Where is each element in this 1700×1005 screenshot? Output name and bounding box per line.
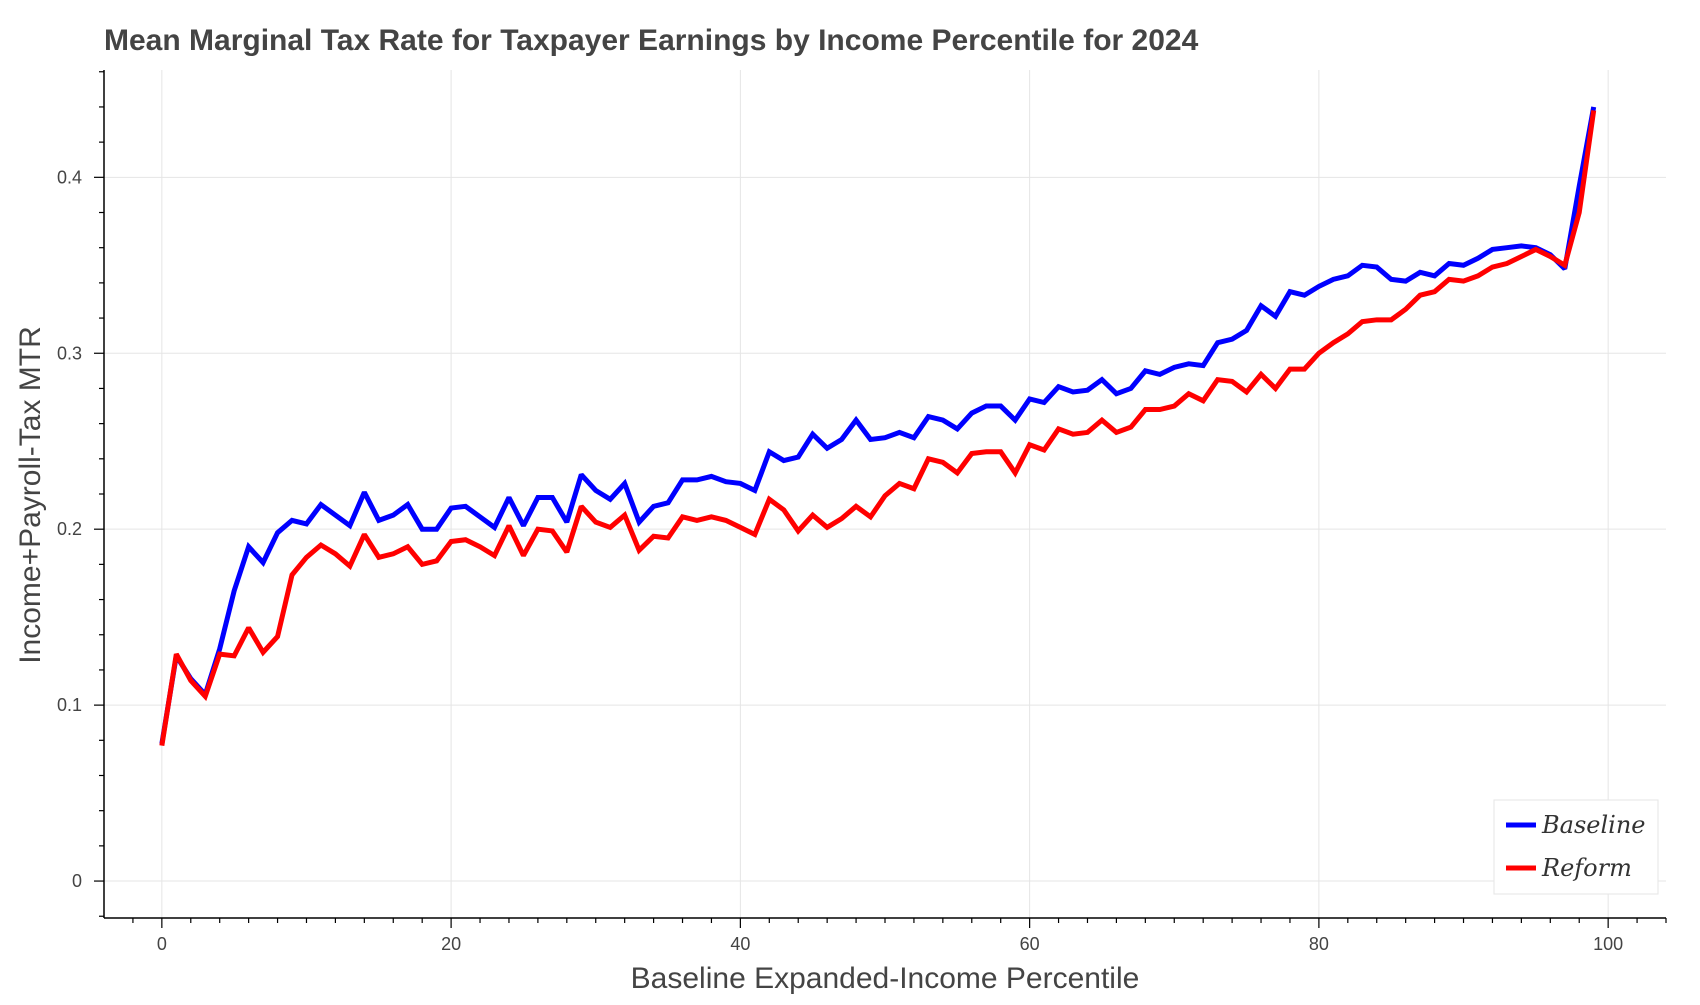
legend-label-baseline: Baseline [1541,811,1645,839]
y-tick-label: 0.4 [57,167,82,187]
legend-label-reform: Reform [1541,854,1632,882]
y-tick-label: 0 [72,871,82,891]
x-tick-label: 40 [730,934,750,954]
x-tick-label: 20 [441,934,461,954]
y-axis-label: Income+Payroll-Tax MTR [14,326,47,664]
x-tick-label: 100 [1593,934,1623,954]
x-tick-label: 0 [157,934,167,954]
legend-box [1493,799,1659,895]
y-tick-label: 0.3 [57,343,82,363]
y-tick-label: 0.1 [57,695,82,715]
x-tick-label: 60 [1020,934,1040,954]
chart-title: Mean Marginal Tax Rate for Taxpayer Earn… [104,24,1199,57]
legend: Baseline Reform [1493,799,1659,895]
y-tick-label: 0.2 [57,519,82,539]
x-axis-label: Baseline Expanded-Income Percentile [631,962,1140,995]
axes: 0 20 40 60 80 100 0 0.1 0.2 0.3 0.4 [57,70,1667,954]
series-line-reform [159,110,1597,746]
series-line-baseline [159,106,1597,745]
x-tick-label: 80 [1309,934,1329,954]
series-lines [159,106,1597,746]
grid-lines [104,70,1666,918]
